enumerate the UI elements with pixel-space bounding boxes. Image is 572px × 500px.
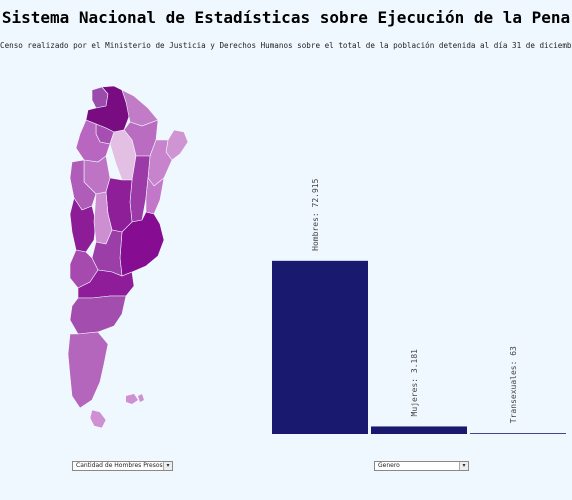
chevron-down-icon: ▾ xyxy=(163,462,172,470)
page-title: Sistema Nacional de Estadísticas sobre E… xyxy=(1,8,571,27)
region-chubut[interactable] xyxy=(69,295,127,335)
region-malvinas-islands xyxy=(126,394,144,404)
bar-label-mujeres: Mujeres: 3.181 xyxy=(410,349,419,417)
region-misiones[interactable] xyxy=(165,129,189,161)
region-rio-negro[interactable] xyxy=(77,269,135,299)
argentina-map xyxy=(62,82,192,437)
bar-label-hombres: Hombres: 72.915 xyxy=(311,178,320,250)
map-variable-select[interactable]: Cantidad de Hombres Presos ▾ xyxy=(72,461,173,471)
map-variable-select-value: Cantidad de Hombres Presos xyxy=(76,462,163,469)
bar-transexuales[interactable] xyxy=(470,433,566,434)
bar-label-transexuales: Transexuales: 63 xyxy=(509,346,518,423)
chart-svg: Hombres: 72.915 Mujeres: 3.181 Transexuale… xyxy=(272,178,566,434)
chart-variable-select[interactable]: Genero ▾ xyxy=(374,461,469,471)
chevron-down-icon: ▾ xyxy=(459,462,468,470)
chart-variable-select-value: Genero xyxy=(378,462,400,469)
region-mendoza[interactable] xyxy=(69,197,97,253)
gender-bar-chart: Hombres: 72.915 Mujeres: 3.181 Transexuale… xyxy=(262,150,572,440)
region-entre-rios[interactable] xyxy=(145,177,165,215)
page-subtitle: Censo realizado por el Ministerio de Jus… xyxy=(0,41,572,50)
region-tierra-del-fuego[interactable] xyxy=(89,409,107,429)
bar-hombres[interactable] xyxy=(272,260,368,434)
bar-mujeres[interactable] xyxy=(371,426,467,434)
region-santa-cruz[interactable] xyxy=(67,331,109,409)
map-svg xyxy=(67,85,189,429)
